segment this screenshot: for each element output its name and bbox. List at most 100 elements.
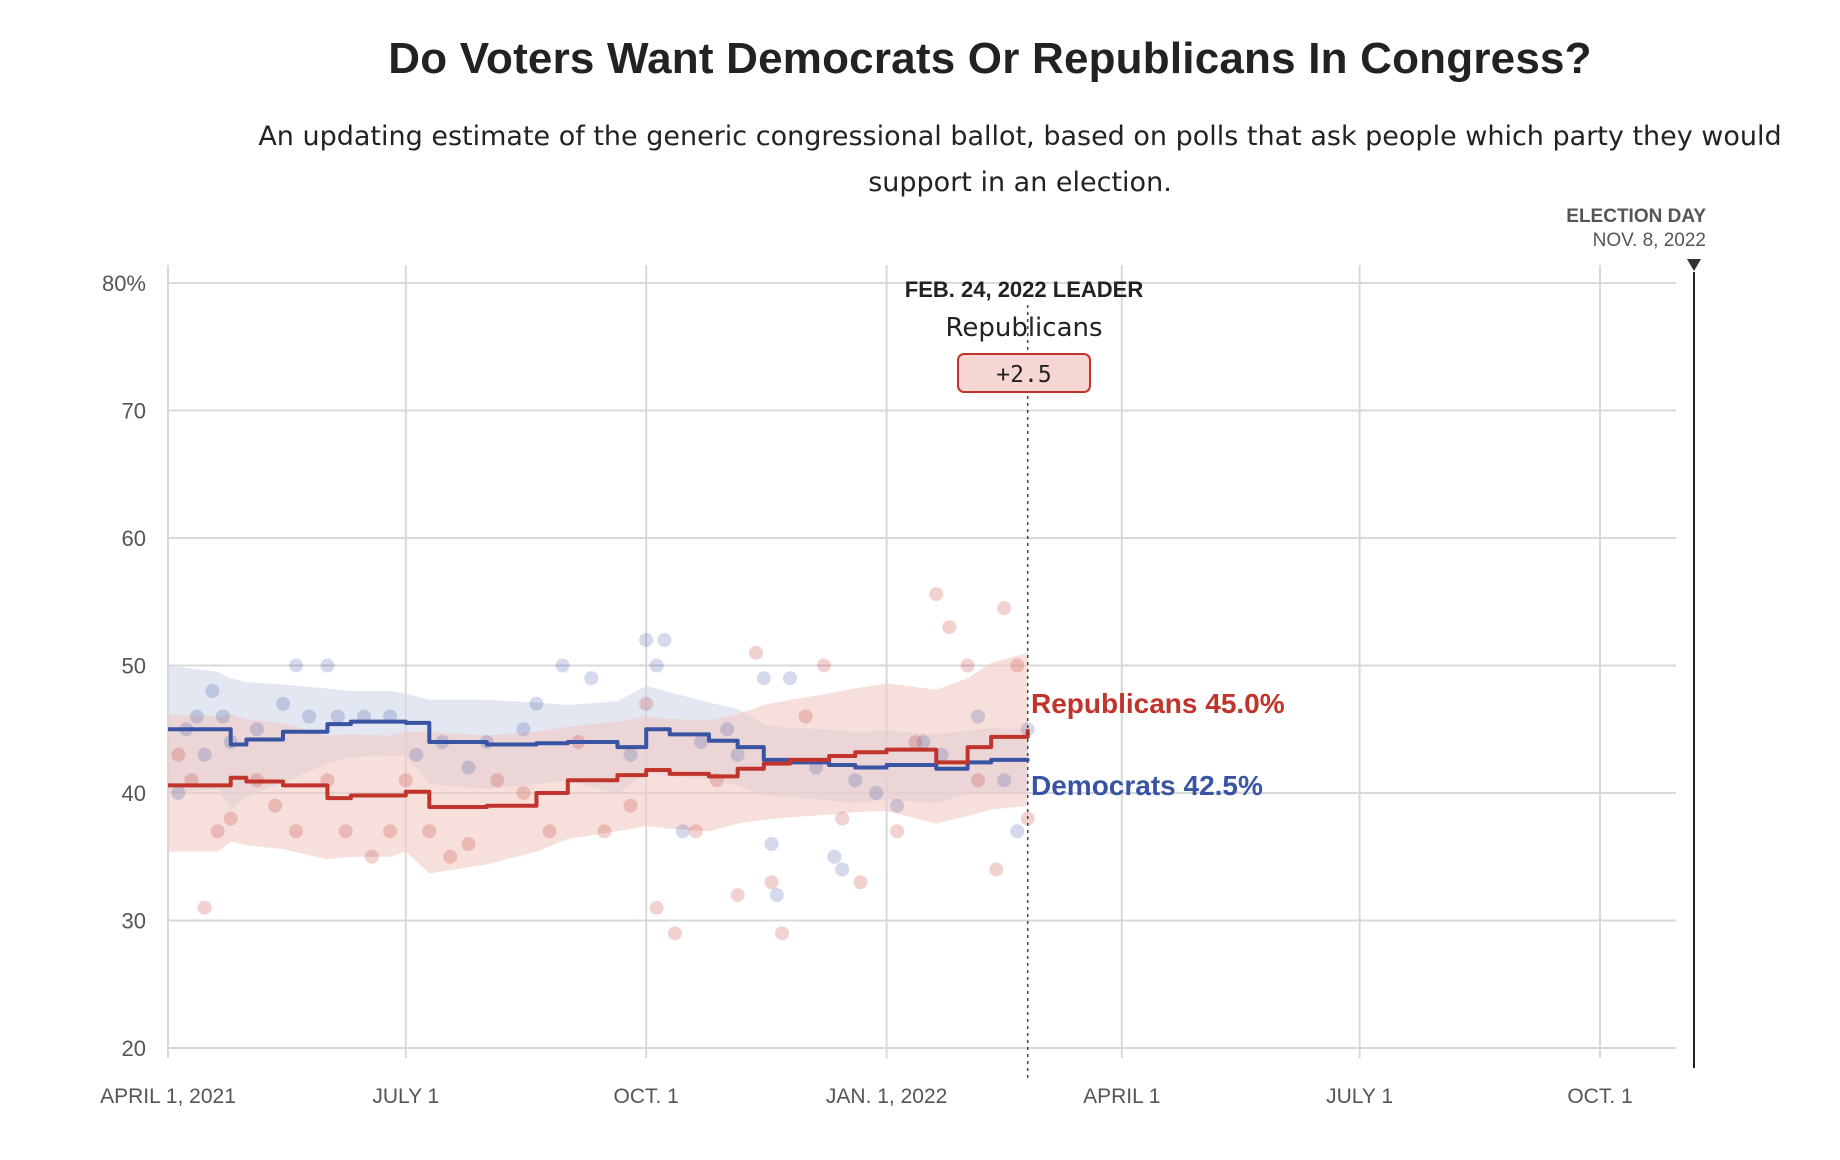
republicans-poll-dot <box>461 837 476 851</box>
republicans-poll-dot <box>942 620 957 635</box>
democrats-poll-dot <box>971 709 986 724</box>
leader-margin-value: +2.5 <box>996 362 1051 388</box>
republicans-poll-dot <box>890 824 905 839</box>
republicans-poll-dot <box>1010 658 1025 673</box>
democrats-poll-dot <box>215 709 230 724</box>
democrats-poll-dot <box>516 722 531 737</box>
x-tick-label: JULY 1 <box>372 1085 439 1108</box>
democrats-poll-dot <box>675 824 690 839</box>
republicans-end-label: Republicans 45.0% <box>1031 688 1285 719</box>
republicans-poll-dot <box>197 900 212 915</box>
democrats-poll-dot <box>171 786 186 800</box>
democrats-poll-dot <box>890 798 905 813</box>
republicans-poll-dot <box>667 926 682 941</box>
republicans-poll-dot <box>997 601 1012 616</box>
democrats-poll-dot <box>249 722 264 737</box>
democrats-poll-dot <box>584 671 599 686</box>
x-tick-label: JAN. 1, 2022 <box>826 1085 947 1108</box>
republicans-poll-dot <box>398 773 413 788</box>
democrats-poll-dot <box>916 735 931 749</box>
democrats-poll-dot <box>205 684 220 698</box>
republicans-poll-dot <box>764 875 779 890</box>
x-tick-label: OCT. 1 <box>614 1085 679 1108</box>
uncertainty-bands <box>168 652 1028 874</box>
election-day-date: NOV. 8, 2022 <box>1593 230 1706 251</box>
election-day-title: ELECTION DAY <box>1566 206 1706 227</box>
y-tick-label: 50 <box>122 654 146 679</box>
democrats-poll-dot <box>657 633 672 647</box>
democrats-poll-dot <box>409 747 424 762</box>
republicans-uncertainty-band <box>168 652 1028 874</box>
republicans-poll-dot <box>364 849 379 864</box>
republicans-poll-dot <box>730 888 745 902</box>
democrats-poll-dot <box>529 696 544 711</box>
y-tick-label: 60 <box>122 526 146 551</box>
republicans-poll-dot <box>383 824 398 839</box>
x-tick-label: APRIL 1, 2021 <box>100 1085 236 1108</box>
y-tick-label: 20 <box>122 1036 146 1061</box>
democrats-poll-dot <box>769 888 784 902</box>
leader-annotation-title: FEB. 24, 2022 LEADER <box>905 277 1144 302</box>
democrats-poll-dot <box>730 747 745 762</box>
x-tick-label: JULY 1 <box>1326 1085 1393 1108</box>
republicans-poll-dot <box>422 824 437 839</box>
x-tick-label: APRIL 1 <box>1083 1085 1160 1108</box>
democrats-poll-dot <box>302 709 317 724</box>
x-tick-label: OCT. 1 <box>1567 1085 1632 1108</box>
republicans-trend-line <box>168 729 1030 810</box>
democrats-poll-dot <box>848 773 863 788</box>
election-day-arrow-icon <box>1687 259 1701 271</box>
republicans-poll-dot <box>268 798 283 813</box>
republicans-poll-dot <box>816 658 831 673</box>
republicans-poll-dot <box>338 824 353 839</box>
democrats-poll-dot <box>694 735 709 749</box>
chart-title: Do Voters Want Democrats Or Republicans … <box>388 34 1592 83</box>
republicans-poll-dot <box>223 811 238 826</box>
democrats-poll-dot <box>869 786 884 800</box>
republicans-poll-dot <box>748 645 763 660</box>
republicans-poll-dot <box>623 798 638 813</box>
republicans-poll-dot <box>989 862 1004 877</box>
republicans-poll-dot <box>542 824 557 839</box>
democrats-poll-dot <box>461 760 476 775</box>
republicans-poll-dot <box>929 587 944 602</box>
republicans-poll-dot <box>798 709 813 724</box>
axes: 20 30 40 50 60 70 80% APRIL 1, 2021 JULY 1 OCT. 1… <box>100 271 1633 1108</box>
trend-lines <box>168 719 1030 810</box>
republicans-poll-dot <box>960 658 975 673</box>
democrats-poll-dot <box>555 658 570 673</box>
grid <box>167 265 1676 1058</box>
republicans-poll-dot <box>210 824 225 839</box>
republicans-poll-dot <box>490 773 505 788</box>
y-tick-label: 40 <box>122 781 146 806</box>
leader-annotation: FEB. 24, 2022 LEADER Republicans +2.5 <box>905 277 1144 393</box>
republicans-poll-dot <box>171 747 186 762</box>
y-tick-label: 80% <box>102 271 146 296</box>
democrats-poll-dot <box>189 709 204 724</box>
democrats-poll-dot <box>997 773 1012 788</box>
y-tick-label: 70 <box>122 399 146 424</box>
democrats-poll-dot <box>835 862 850 877</box>
democrats-poll-dot <box>756 671 771 686</box>
democrats-poll-dot <box>1010 824 1025 839</box>
democrats-poll-dot <box>623 747 638 762</box>
democrats-poll-dot <box>720 722 735 737</box>
democrats-poll-dot <box>197 747 212 762</box>
republicans-poll-dot <box>443 849 458 864</box>
y-tick-label: 30 <box>122 909 146 934</box>
election-day-marker: ELECTION DAY NOV. 8, 2022 <box>1566 206 1706 1068</box>
republicans-poll-dot <box>516 786 531 800</box>
chart-subtitle: An updating estimate of the generic cong… <box>258 121 1782 198</box>
republicans-poll-dot <box>649 900 664 915</box>
democrats-poll-dot <box>330 709 345 724</box>
republicans-poll-dot <box>289 824 304 839</box>
republicans-poll-dot <box>835 811 850 826</box>
republicans-poll-dot <box>908 735 923 749</box>
democrats-poll-dot <box>320 658 335 673</box>
democrats-poll-dot <box>782 671 797 686</box>
republicans-poll-dot <box>971 773 986 788</box>
democrats-poll-dot <box>289 658 304 673</box>
republicans-poll-dot <box>688 824 703 839</box>
leader-annotation-party: Republicans <box>945 313 1102 343</box>
